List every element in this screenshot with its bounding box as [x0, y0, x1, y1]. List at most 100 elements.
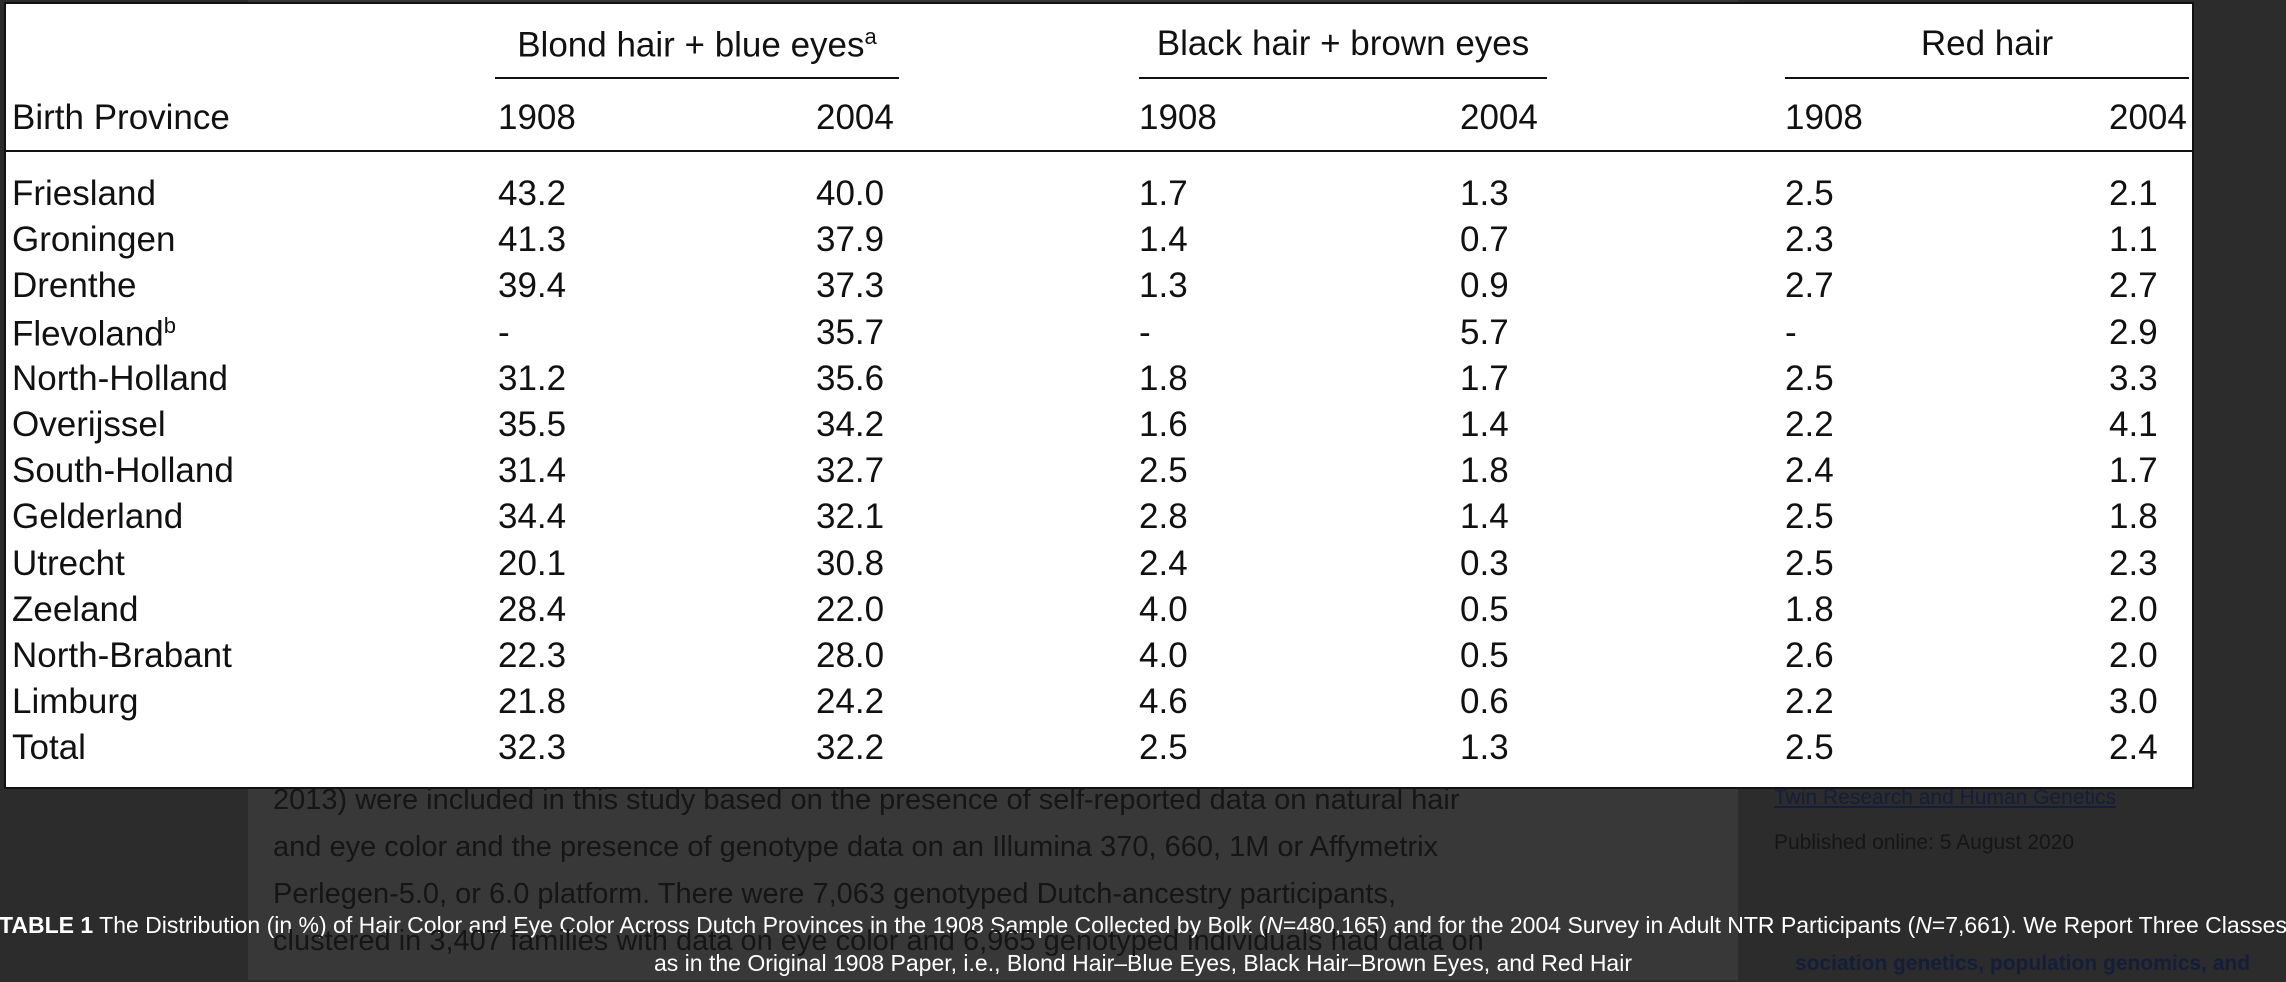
province: Drenthe: [12, 266, 137, 306]
table-caption: TABLE 1 The Distribution (in %) of Hair …: [0, 906, 2286, 982]
cell: 28.4: [498, 589, 567, 629]
group-rule: [1785, 77, 2189, 79]
cell: 28.0: [816, 636, 885, 675]
cell: 1.8: [2109, 497, 2158, 537]
province: North-Holland: [12, 358, 228, 398]
cell: 37.9: [816, 220, 885, 260]
footnote-mark: a: [864, 24, 877, 49]
group-rule: [1139, 77, 1547, 79]
cell: 31.2: [498, 358, 567, 398]
group-header: Red hair: [1785, 26, 2189, 61]
year-header: 2004: [816, 98, 894, 137]
cell: 34.4: [498, 497, 567, 537]
table-panel: Blond hair + blue eyesa Black hair + brow…: [4, 2, 2194, 789]
cell: 3.0: [2109, 682, 2158, 722]
cell: 21.8: [498, 682, 567, 722]
caption-text: The Distribution (in %) of Hair Color an…: [93, 912, 1267, 938]
cell: 35.6: [816, 358, 885, 398]
province: Limburg: [12, 682, 139, 722]
cell: 32.2: [816, 728, 885, 768]
cell: -: [1785, 312, 1797, 352]
cell: 0.5: [1460, 636, 1509, 675]
cell: 1.8: [1785, 589, 1834, 629]
cell: 2.3: [2109, 543, 2158, 583]
cell: 2.0: [2109, 589, 2158, 629]
caption-label: TABLE 1: [0, 912, 94, 938]
cell: 22.3: [498, 636, 567, 675]
row-label: South-Holland: [12, 453, 234, 488]
cell: 43.2: [498, 174, 567, 213]
cell: 1.4: [1139, 220, 1188, 260]
cell: 1.7: [1460, 358, 1509, 398]
cell: 2.7: [1785, 266, 1834, 306]
row-label: Groningen: [12, 222, 175, 257]
cell: 1.4: [1460, 497, 1509, 537]
cell: 2.4: [2109, 728, 2158, 768]
cell: 2.4: [1139, 543, 1188, 583]
province: South-Holland: [12, 451, 234, 491]
group-label: Red hair: [1920, 24, 2054, 63]
cell: 0.5: [1460, 589, 1509, 629]
row-label: Zeeland: [12, 592, 138, 627]
cell: 22.0: [816, 589, 885, 629]
cell: 2.5: [1785, 543, 1834, 583]
row-label: Friesland: [12, 176, 156, 211]
province: Overijssel: [12, 405, 166, 444]
cell: 2.0: [2109, 636, 2158, 675]
cell: 2.5: [1785, 174, 1834, 213]
year-header: 1908: [1139, 98, 1217, 137]
journal-link: Twin Research and Human Genetics: [1774, 786, 2116, 809]
cell: 35.5: [498, 405, 567, 444]
cell: 41.3: [498, 220, 567, 260]
cell: 34.2: [816, 405, 885, 444]
cell: 4.0: [1139, 636, 1188, 675]
row-label: Total: [12, 730, 86, 765]
article-line: clustered in 3,407 families with data on…: [273, 925, 1484, 957]
cell: 32.3: [498, 728, 567, 768]
row-label: North-Holland: [12, 361, 228, 396]
cell: 0.6: [1460, 682, 1509, 722]
cell: 1.6: [1139, 405, 1188, 444]
cell: 1.7: [1139, 174, 1188, 213]
row-label: Utrecht: [12, 546, 125, 581]
group-label: Black hair + brown eyes: [1156, 24, 1530, 63]
article-line: and eye color and the presence of genoty…: [273, 831, 1439, 863]
row-label: Limburg: [12, 684, 138, 719]
cell: 35.7: [816, 312, 885, 352]
cell: 2.9: [2109, 312, 2158, 352]
cell: 2.5: [1139, 451, 1188, 491]
cell: 2.7: [2109, 266, 2158, 306]
row-label: Drenthe: [12, 268, 137, 303]
cell: 1.3: [1139, 266, 1188, 306]
cell: 0.7: [1460, 220, 1509, 260]
group-label: Blond hair + blue eyes: [517, 25, 865, 65]
group-header: Blond hair + blue eyesa: [495, 26, 899, 63]
keywords: sociation genetics, population genomics,…: [1795, 952, 2251, 975]
cell: 4.1: [2109, 405, 2158, 444]
cell: 5.7: [1460, 312, 1509, 352]
footnote-mark: b: [163, 312, 177, 338]
province: North-Brabant: [12, 636, 232, 675]
header-rule: [6, 150, 2192, 152]
cell: 39.4: [498, 266, 567, 306]
cell: 20.1: [498, 543, 567, 583]
row-header: Birth Province: [12, 98, 230, 137]
cell: 31.4: [498, 451, 567, 491]
cell: 2.6: [1785, 636, 1834, 675]
province: Friesland: [12, 174, 156, 213]
cell: 2.1: [2109, 174, 2158, 213]
cell: 2.5: [1139, 728, 1188, 768]
cell: 2.2: [1785, 682, 1834, 722]
year-header: 2004: [2109, 98, 2187, 137]
cell: 4.6: [1139, 682, 1188, 722]
row-label: Gelderland: [12, 499, 183, 534]
cell: 3.3: [2109, 358, 2158, 398]
cell: 1.3: [1460, 728, 1509, 768]
cell: -: [498, 312, 510, 352]
group-rule: [495, 77, 899, 79]
cell: 2.5: [1785, 728, 1834, 768]
cell: 0.9: [1460, 266, 1509, 306]
province: Zeeland: [12, 589, 139, 629]
caption-text: N: [1266, 912, 1283, 938]
